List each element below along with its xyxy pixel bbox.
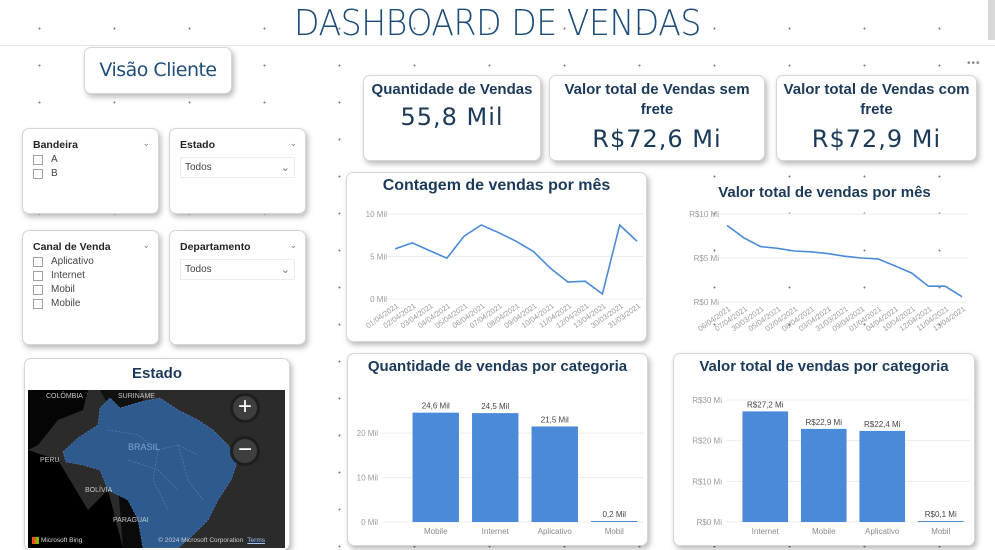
- svg-text:R$10 Mi: R$10 Mi: [692, 477, 722, 486]
- checkbox-option-internet[interactable]: Internet: [33, 270, 148, 281]
- map-visual[interactable]: COLÔMBIA SURINAME BRASIL PERU BOLÍVIA PA…: [28, 390, 285, 548]
- chart-title: Quantidade de vendas por categoria: [367, 358, 628, 375]
- slicer-title: Estado: [180, 139, 216, 151]
- svg-text:R$0 Mi: R$0 Mi: [697, 518, 723, 527]
- checkbox-icon[interactable]: [33, 298, 43, 309]
- map-label-paraguai: PARAGUAI: [113, 517, 149, 524]
- chart-title: Contagem de vendas por mês: [382, 177, 611, 194]
- more-options-icon[interactable]: •••: [967, 58, 981, 69]
- page-title: DASHBOARD DE VENDAS: [294, 3, 701, 44]
- visao-cliente-button[interactable]: Visão Cliente: [84, 47, 232, 94]
- map-label-brasil: BRASIL: [128, 442, 161, 452]
- bar-chart-quantidade-categoria[interactable]: Quantidade de vendas por categoria 20 Mi…: [347, 353, 648, 546]
- bing-attribution: Microsoft Bing: [32, 537, 82, 544]
- svg-text:Aplicativo: Aplicativo: [865, 527, 900, 536]
- checkbox-option-mobile[interactable]: Mobile: [33, 298, 148, 309]
- checkbox-option-b[interactable]: B: [33, 168, 148, 179]
- map-shapes: [28, 390, 239, 548]
- slicer-estado: Estado ⌄ Todos ⌄: [169, 128, 306, 214]
- bar-chart-valor-categoria[interactable]: Valor total de vendas por categoria R$30…: [673, 353, 975, 546]
- svg-text:Internet: Internet: [752, 527, 780, 536]
- slicer-departamento: Departamento ⌄ Todos ⌄: [169, 230, 306, 345]
- svg-text:R$22,9 Mi: R$22,9 Mi: [806, 418, 843, 427]
- svg-text:R$0 Mi: R$0 Mi: [694, 298, 720, 307]
- slicer-canal-de-venda: Canal de Venda ⌄ Aplicativo Internet Mob…: [22, 230, 159, 345]
- checkbox-icon[interactable]: [33, 154, 43, 165]
- bar-chart-plot: R$30 Mi R$20 Mi R$10 Mi R$0 Mi R$27,2 Mi Inte…: [692, 396, 970, 536]
- svg-text:Internet: Internet: [482, 527, 510, 536]
- svg-text:R$0,1 Mi: R$0,1 Mi: [925, 510, 957, 519]
- header-divider: [0, 45, 995, 46]
- svg-text:24,6 Mil: 24,6 Mil: [422, 402, 450, 411]
- chevron-down-icon: ⌄: [280, 264, 290, 276]
- svg-text:Mobile: Mobile: [812, 527, 836, 536]
- kpi-card-valor-com-frete: Valor total de Vendas com frete R$72,9 M…: [776, 75, 977, 161]
- kpi-value: R$72,6 Mi: [592, 125, 722, 153]
- kpi-value: 55,8 Mil: [400, 103, 504, 131]
- checkbox-option-mobil[interactable]: Mobil: [33, 284, 148, 295]
- kpi-title: Valor total de Vendas com frete: [783, 81, 970, 118]
- map-label-peru: PERU: [40, 457, 60, 464]
- svg-text:R$10 Mi: R$10 Mi: [689, 210, 719, 219]
- checkbox-icon[interactable]: [33, 284, 43, 295]
- line-chart-valor-vendas-mes[interactable]: Valor total de vendas por mês R$10 Mi R$5…: [672, 172, 977, 342]
- svg-text:0,2 Mil: 0,2 Mil: [602, 510, 626, 519]
- svg-text:20 Mil: 20 Mil: [357, 429, 379, 438]
- svg-text:R$20 Mi: R$20 Mi: [692, 437, 722, 446]
- chart-title: Valor total de vendas por mês: [718, 184, 931, 201]
- svg-text:0 Mil: 0 Mil: [370, 295, 387, 304]
- terms-link[interactable]: Terms: [247, 537, 265, 544]
- svg-text:24,5 Mil: 24,5 Mil: [481, 402, 509, 411]
- svg-text:R$22,4 Mi: R$22,4 Mi: [864, 420, 901, 429]
- map-label-colombia: COLÔMBIA: [46, 393, 83, 400]
- chevron-down-icon[interactable]: ⌄: [142, 240, 150, 250]
- svg-text:R$5 Mi: R$5 Mi: [694, 254, 720, 263]
- line-chart-contagem-vendas-mes[interactable]: Contagem de vendas por mês 10 Mil 5 Mil 0 …: [346, 172, 647, 342]
- svg-text:5 Mil: 5 Mil: [370, 253, 387, 262]
- svg-text:10 Mil: 10 Mil: [357, 474, 379, 483]
- checkbox-option-aplicativo[interactable]: Aplicativo: [33, 256, 148, 267]
- map-zoom-out-button[interactable]: −: [230, 436, 260, 466]
- svg-text:0 Mil: 0 Mil: [361, 518, 378, 527]
- checkbox-option-a[interactable]: A: [33, 154, 148, 165]
- map-copyright: © 2024 Microsoft Corporation Terms: [158, 537, 265, 544]
- svg-text:Mobile: Mobile: [424, 527, 448, 536]
- chevron-down-icon[interactable]: ⌄: [289, 240, 297, 250]
- chevron-down-icon: ⌄: [280, 162, 290, 174]
- svg-text:R$30 Mi: R$30 Mi: [692, 396, 722, 405]
- checkbox-icon[interactable]: [33, 168, 43, 179]
- bar-chart-plot: 20 Mil 10 Mil 0 Mil 24,6 Mil Mobile 24,5 Mil I…: [357, 402, 644, 536]
- map-label-bolivia: BOLÍVIA: [85, 487, 113, 494]
- svg-text:Mobil: Mobil: [931, 527, 950, 536]
- map-label-suriname: SURINAME: [118, 393, 155, 400]
- page-scrollbar[interactable]: [988, 0, 995, 40]
- svg-text:10 Mil: 10 Mil: [366, 210, 388, 219]
- svg-text:21,5 Mil: 21,5 Mil: [541, 415, 569, 424]
- chart-title: Estado: [131, 365, 182, 382]
- slicer-title: Canal de Venda: [33, 241, 111, 253]
- chevron-down-icon[interactable]: ⌄: [142, 138, 150, 148]
- chevron-down-icon[interactable]: ⌄: [289, 138, 297, 148]
- chart-title: Valor total de vendas por categoria: [699, 358, 949, 375]
- checkbox-icon[interactable]: [33, 270, 43, 281]
- map-zoom-in-button[interactable]: +: [230, 393, 260, 423]
- svg-text:R$27,2 Mi: R$27,2 Mi: [747, 400, 784, 409]
- svg-text:Aplicativo: Aplicativo: [538, 527, 573, 536]
- slicer-bandeira: Bandeira ⌄ A B: [22, 128, 159, 214]
- slicer-title: Bandeira: [33, 139, 78, 151]
- kpi-title: Valor total de Vendas sem frete: [564, 81, 750, 118]
- checkbox-icon[interactable]: [33, 256, 43, 267]
- kpi-card-valor-sem-frete: Valor total de Vendas sem frete R$72,6 M…: [549, 75, 765, 161]
- kpi-card-quantidade-vendas: Quantidade de Vendas 55,8 Mil: [363, 75, 541, 161]
- kpi-value: R$72,9 Mi: [811, 125, 942, 153]
- departamento-dropdown[interactable]: Todos ⌄: [180, 259, 295, 280]
- line-chart-plot: R$10 MiR$5 MiR$0 Mi 06/04/202107/04/2021…: [689, 210, 968, 333]
- estado-dropdown[interactable]: Todos ⌄: [180, 157, 295, 178]
- microsoft-logo-icon: [32, 537, 39, 544]
- slicer-title: Departamento: [180, 241, 251, 253]
- svg-text:Mobil: Mobil: [605, 527, 624, 536]
- kpi-title: Quantidade de Vendas: [371, 81, 533, 98]
